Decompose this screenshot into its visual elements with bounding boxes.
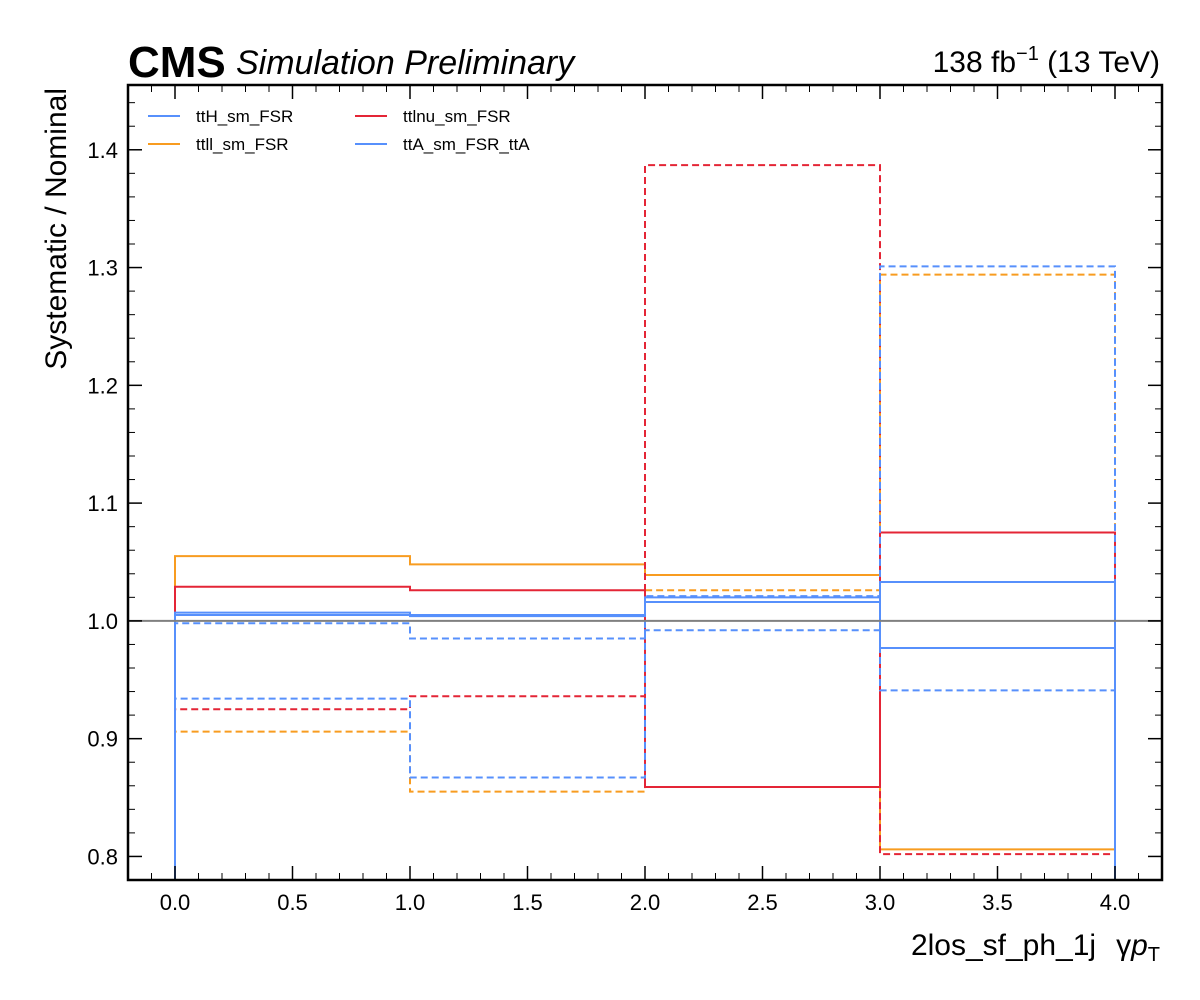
x-axis-title: 2los_sf_ph_1j γpT [911, 929, 1160, 966]
y-tick-label: 0.9 [87, 727, 118, 752]
lumi-label: 138 fb−1 (13 TeV) [933, 43, 1160, 79]
y-axis-title: Systematic / Nominal [40, 88, 73, 370]
cms-label: CMS [128, 38, 226, 87]
legend-label: ttlnu_sm_FSR [403, 107, 511, 126]
plot-frame [126, 83, 1164, 882]
x-tick-label: 2.5 [747, 890, 778, 915]
series-ttll_sm_FSR-down [174, 273, 1116, 880]
series-ttA_sm_FSR_ttA-up [174, 596, 1116, 880]
y-tick-label: 1.0 [87, 609, 118, 634]
status-label: Simulation Preliminary [236, 44, 576, 82]
series-ttll_sm_FSR-up [174, 555, 1116, 880]
ticks-layer: 0.0 0.5 1.0 1.5 2.0 2.5 3.0 3.5 4.0 0.8 0.9 1.0 1.1 1… [87, 85, 1162, 915]
lumi-value: 138 fb [933, 46, 1016, 79]
x-tick-label: 3.5 [982, 890, 1013, 915]
x-axis-title-gamma: γ [1116, 929, 1131, 962]
x-tick-label: 2.0 [630, 890, 661, 915]
series-layer [174, 164, 1116, 880]
y-tick-label: 0.8 [87, 844, 118, 869]
y-tick-label: 1.1 [87, 491, 118, 516]
y-tick-label: 1.2 [87, 373, 118, 398]
x-tick-label: 3.0 [865, 890, 896, 915]
y-tick-label: 1.3 [87, 256, 118, 281]
legend-label: ttA_sm_FSR_ttA [403, 135, 530, 154]
y-tick-label: 1.4 [87, 138, 118, 163]
x-tick-label: 0.0 [160, 890, 191, 915]
x-tick-label: 1.5 [512, 890, 543, 915]
x-tick-label: 4.0 [1100, 890, 1131, 915]
series-ttH_sm_FSR-down [174, 622, 1116, 880]
x-axis-title-main: 2los_sf_ph_1j [911, 929, 1096, 962]
x-axis-title-p: p [1130, 929, 1148, 962]
x-tick-label: 1.0 [395, 890, 426, 915]
series-ttA_sm_FSR_ttA-down [174, 265, 1116, 880]
legend-label: ttll_sm_FSR [196, 135, 289, 154]
series-ttlnu_sm_FSR-down [174, 164, 1116, 880]
x-axis-title-sub: T [1148, 944, 1160, 966]
legend-label: ttH_sm_FSR [196, 107, 293, 126]
lumi-exponent: −1 [1016, 43, 1039, 65]
legend: ttH_sm_FSR ttll_sm_FSR ttlnu_sm_FSR ttA_sm_… [148, 107, 530, 154]
x-tick-label: 0.5 [277, 890, 308, 915]
lumi-energy: (13 TeV) [1039, 46, 1160, 79]
